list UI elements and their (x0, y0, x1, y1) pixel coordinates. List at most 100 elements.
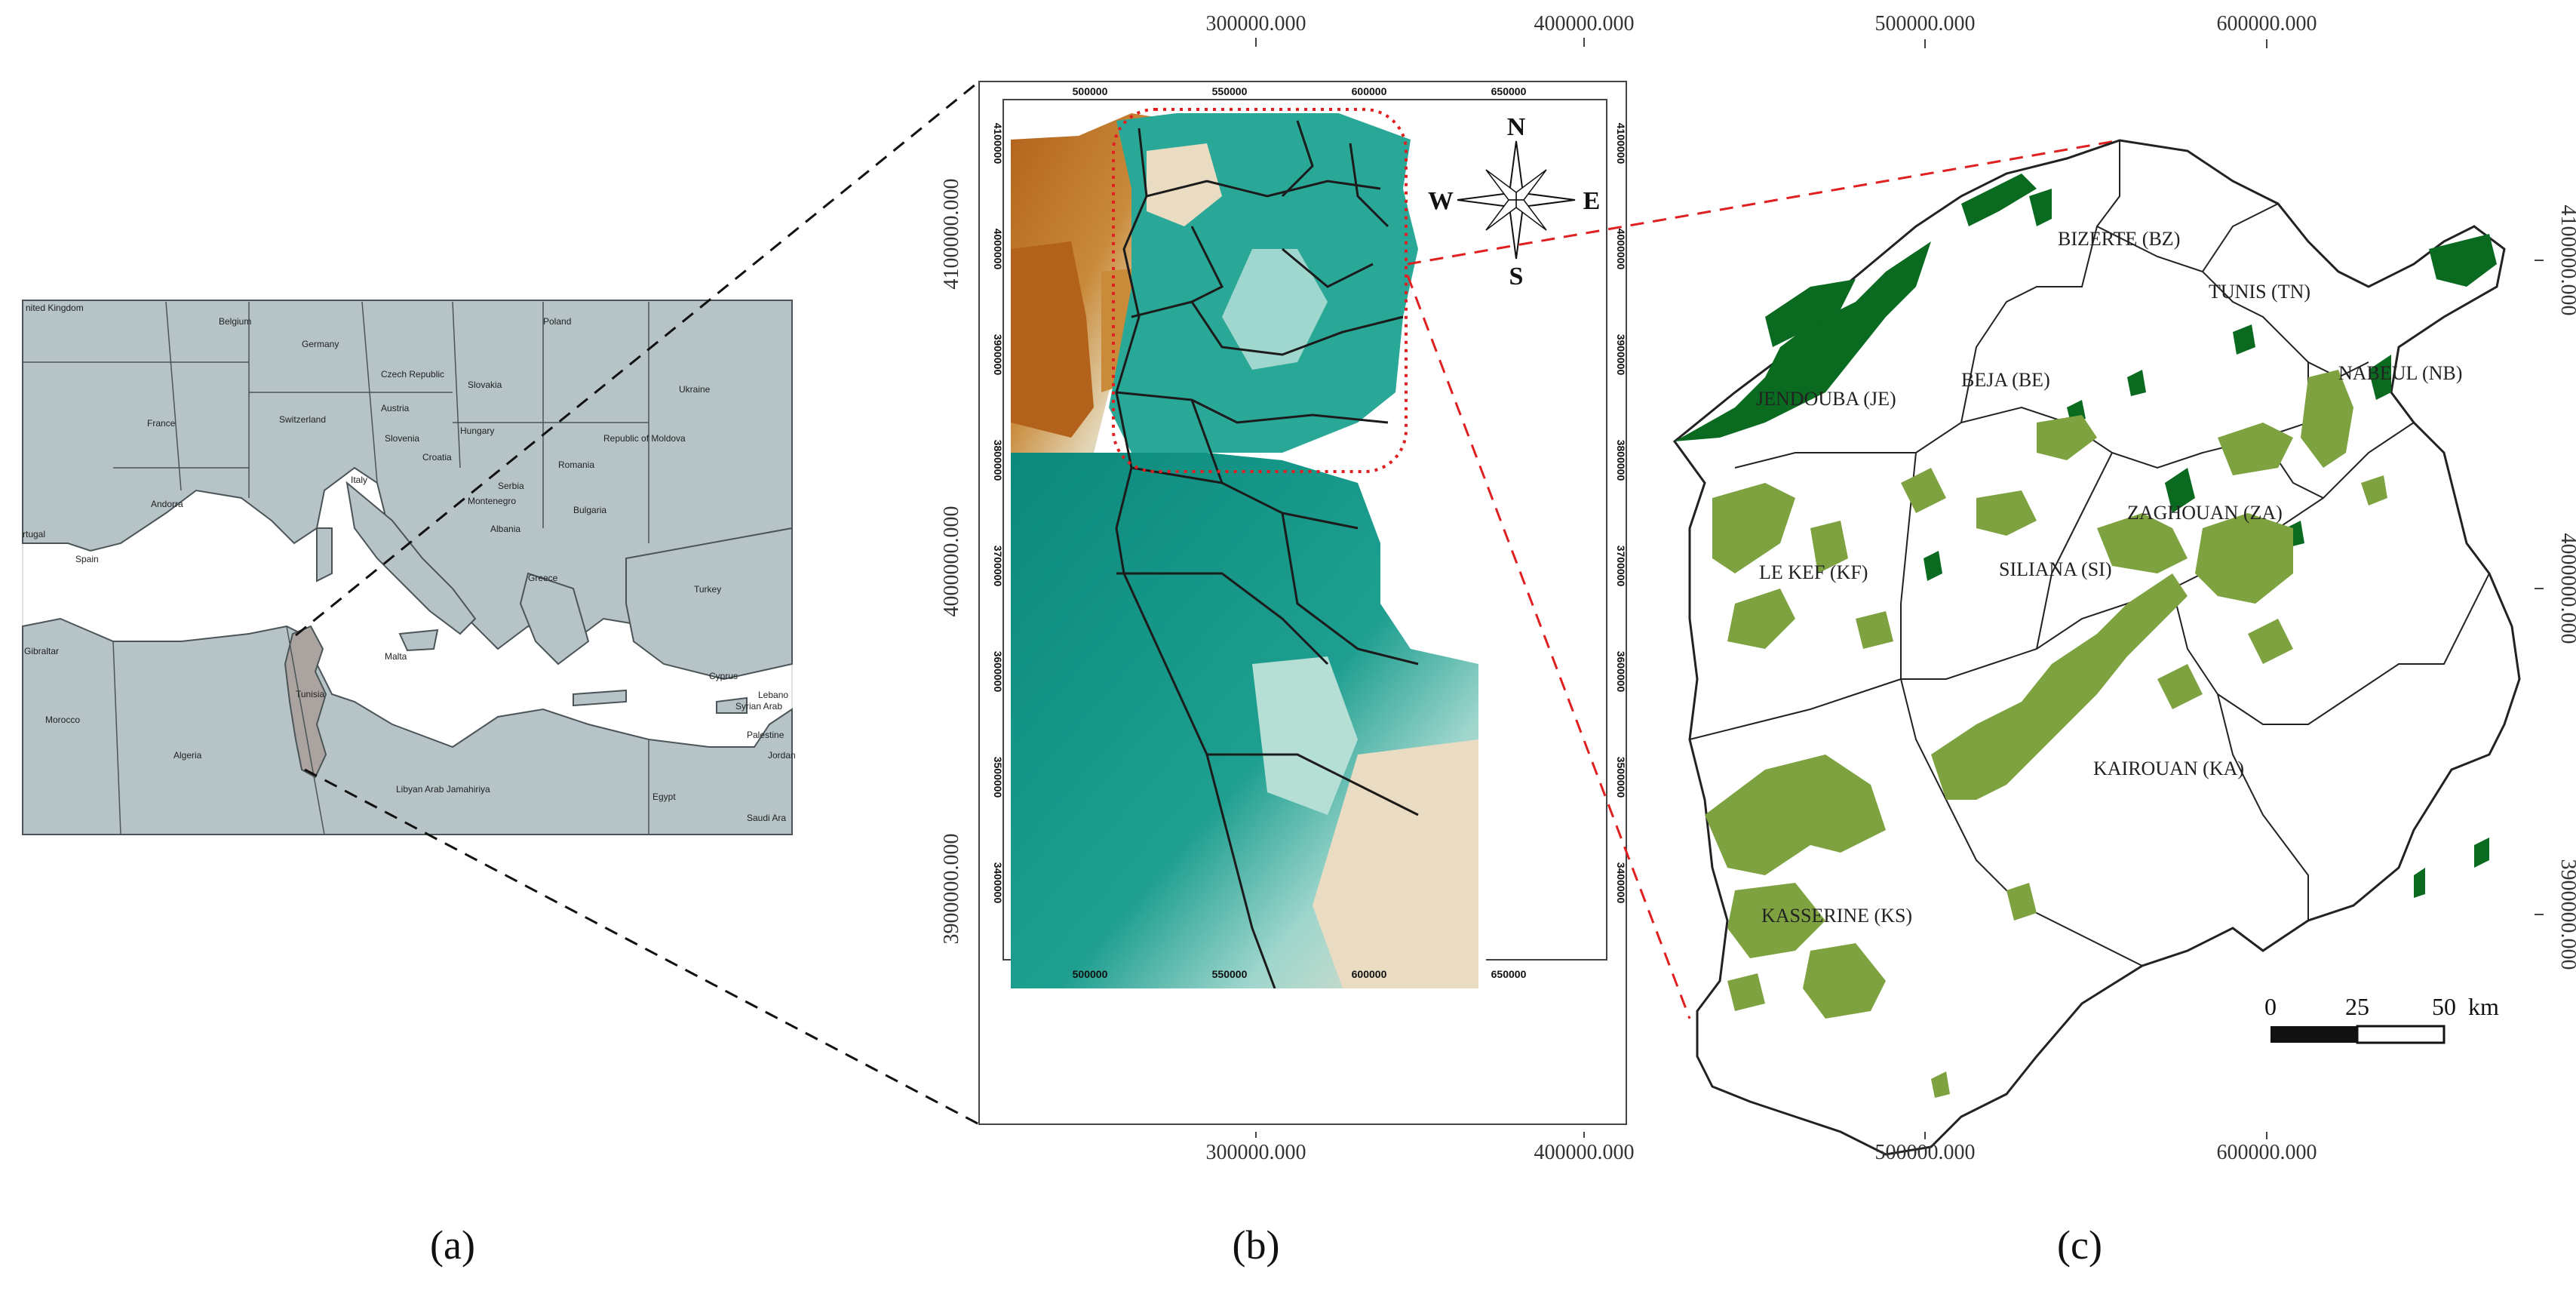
compass-n: N (1507, 113, 1526, 141)
label-zaghouan: ZAGHOUAN (ZA) (2127, 502, 2283, 524)
compass-rose-icon: N S E W (1428, 113, 1600, 290)
label-libya: Libyan Arab Jamahiriya (396, 784, 490, 795)
c-top-axis-2: 600000.000 (2217, 12, 2317, 35)
b-bottom-axis-2: 400000.000 (1534, 1141, 1635, 1164)
connector-a-b (295, 80, 980, 1126)
b-inner-right-1: 4100000 (1615, 123, 1627, 164)
label-portugal: rtugal (23, 529, 45, 539)
label-palestine: Palestine (747, 730, 784, 740)
c-right-axis-3: 3900000.000 (2556, 859, 2576, 970)
label-belgium: Belgium (219, 316, 251, 327)
tunisia-highlight (284, 625, 327, 779)
label-jendouba: JENDOUBA (JE) (1756, 388, 1896, 410)
b-inner-right-5: 3700000 (1615, 546, 1627, 587)
b-inner-bottom-1: 500000 (1073, 968, 1108, 980)
label-serbia: Serbia (498, 481, 524, 491)
label-le-kef: LE KEF (KF) (1759, 561, 1868, 583)
sparse-forest (1705, 370, 2387, 1098)
label-slovakia: Slovakia (468, 380, 502, 390)
label-algeria: Algeria (173, 750, 202, 761)
b-inner-left-4: 3800000 (992, 440, 1004, 481)
italy-shape (345, 481, 477, 635)
label-bizerte: BIZERTE (BZ) (2058, 228, 2180, 250)
label-slovenia: Slovenia (385, 433, 419, 444)
b-inner-top-1: 500000 (1073, 85, 1108, 97)
b-inner-right-4: 3800000 (1615, 440, 1627, 481)
label-syria: Syrian Arab (735, 701, 782, 712)
b-inner-bottom-2: 550000 (1212, 968, 1248, 980)
b-inner-top-2: 550000 (1212, 85, 1248, 97)
label-malta: Malta (385, 651, 407, 662)
label-czech: Czech Republic (381, 369, 444, 380)
governorate-labels: BIZERTE (BZ) TUNIS (TN) JENDOUBA (JE) BE… (1756, 228, 2462, 927)
b-inner-left-5: 3700000 (992, 546, 1004, 587)
panel-label-c: (c) (2057, 1222, 2102, 1268)
b-inner-left-6: 3600000 (992, 651, 1004, 693)
turkey-shape (625, 527, 793, 681)
label-albania: Albania (490, 524, 520, 534)
label-beja: BEJA (BE) (1961, 369, 2050, 391)
b-inner-right-ticks: 4100000 4000000 3900000 3800000 3700000 … (1615, 123, 1627, 904)
label-nabeul: NABEUL (NB) (2338, 362, 2462, 384)
b-inner-right-7: 3500000 (1615, 757, 1627, 798)
b-inner-left-7: 3500000 (992, 757, 1004, 798)
scale-label-25: 25 (2345, 993, 2369, 1020)
b-inner-left-ticks: 4100000 4000000 3900000 3800000 3700000 … (992, 123, 1004, 904)
label-tunis: TUNIS (TN) (2209, 281, 2310, 303)
c-top-axis-1: 500000.000 (1875, 12, 1976, 35)
country-labels: nited Kingdom Belgium Germany Poland Cze… (23, 303, 796, 823)
b-inner-right-2: 4000000 (1615, 229, 1627, 270)
label-morocco: Morocco (45, 715, 80, 725)
b-inner-right-8: 3400000 (1615, 862, 1627, 904)
scale-bar: 0 25 50 km (2264, 993, 2499, 1044)
b-inner-top-4: 650000 (1491, 85, 1527, 97)
b-inner-right-3: 3900000 (1615, 334, 1627, 376)
label-romania: Romania (558, 460, 594, 470)
b-inner-left-8: 3400000 (992, 862, 1004, 904)
b-inner-right-6: 3600000 (1615, 651, 1627, 693)
panel-a-map: nited Kingdom Belgium Germany Poland Cze… (22, 300, 796, 835)
panel-label-b: (b) (1233, 1222, 1280, 1268)
label-ukraine: Ukraine (679, 384, 711, 395)
compass-w: W (1428, 187, 1454, 215)
label-kairouan: KAIROUAN (KA) (2093, 758, 2244, 779)
label-cyprus: Cyprus (709, 671, 738, 681)
study-area-box (1112, 108, 1408, 473)
label-gibraltar: Gibraltar (24, 646, 59, 656)
compass-s: S (1509, 263, 1524, 290)
label-tunisia: Tunisia (296, 689, 325, 699)
label-andorra: Andorra (151, 499, 183, 509)
b-left-axis-1: 4100000.000 (940, 179, 963, 290)
panel-c-map: BIZERTE (BZ) TUNIS (TN) JENDOUBA (JE) BE… (1672, 12, 2576, 1164)
b-inner-left-2: 4000000 (992, 229, 1004, 270)
b-bottom-axis-1: 300000.000 (1206, 1141, 1306, 1164)
c-bottom-axis-2: 600000.000 (2217, 1141, 2317, 1164)
panel-b-map: 300000.000 400000.000 300000.000 400000.… (940, 12, 1635, 1164)
label-jordan: Jordan (768, 750, 796, 761)
scale-label-50: 50 (2432, 993, 2456, 1020)
label-germany: Germany (302, 339, 339, 349)
label-saudi: Saudi Ara (747, 813, 786, 823)
label-austria: Austria (381, 403, 410, 413)
c-bottom-axis-1: 500000.000 (1875, 1141, 1976, 1164)
label-france: France (147, 418, 176, 429)
label-spain: Spain (75, 554, 99, 564)
label-lebanon: Lebano (758, 690, 788, 700)
label-poland: Poland (543, 316, 571, 327)
label-kasserine: KASSERINE (KS) (1761, 905, 1912, 927)
label-uk: nited Kingdom (26, 303, 84, 313)
b-top-axis-1: 300000.000 (1206, 12, 1306, 35)
scale-label-km: km (2468, 993, 2499, 1020)
b-left-axis-2: 4000000.000 (940, 506, 963, 617)
b-inner-bottom-4: 650000 (1491, 968, 1527, 980)
label-turkey: Turkey (694, 584, 721, 595)
north-africa-landmass (22, 617, 793, 835)
b-top-axis-2: 400000.000 (1534, 12, 1635, 35)
label-switzerland: Switzerland (279, 414, 326, 425)
scale-label-0: 0 (2264, 993, 2277, 1020)
label-italy: Italy (351, 475, 367, 485)
label-egypt: Egypt (652, 792, 676, 802)
label-moldova: Republic of Moldova (603, 433, 686, 444)
label-croatia: Croatia (422, 452, 452, 463)
